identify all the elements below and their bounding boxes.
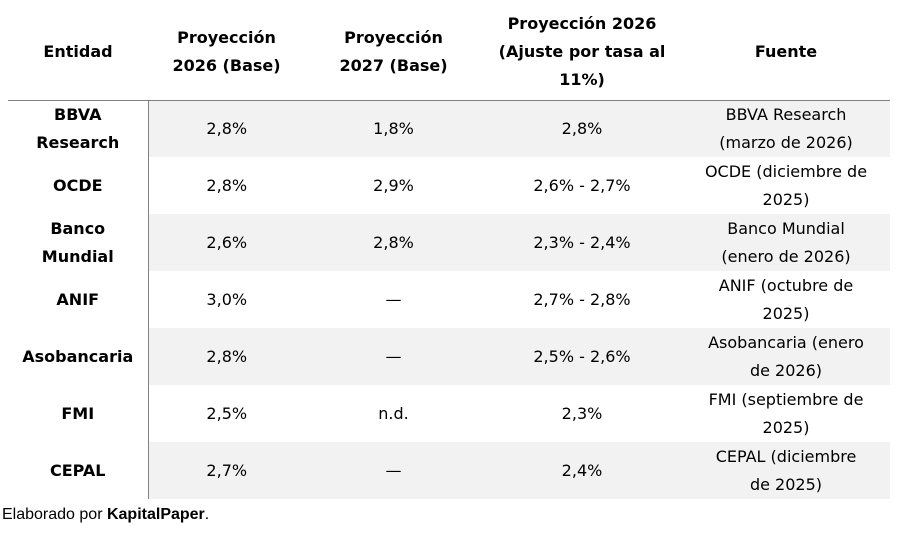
proyeccion-2027-base-cell: — — [385, 289, 402, 309]
proyeccion-2026-base-cell: 2,7% — [148, 442, 305, 499]
proyeccion-2026-base-cell: 2,8% — [148, 328, 305, 385]
fuente-cell: Banco Mundial (enero de 2026) — [682, 214, 890, 271]
entity-cell: OCDE — [8, 157, 149, 214]
fuente-cell: OCDE (diciembre de 2025) — [704, 161, 868, 209]
fuente-cell: ANIF (octubre de 2025) — [718, 275, 854, 323]
fuente-cell: FMI (septiembre de 2025) — [708, 389, 864, 437]
proyeccion-2026-ajuste-cell: 2,4% — [482, 442, 682, 499]
table-header: Entidad Proyección 2026 (Base) Proyecció… — [8, 4, 890, 101]
column-header-entidad: Entidad — [8, 4, 148, 101]
fuente-cell: CEPAL (diciembre de 2025) — [682, 442, 890, 499]
fuente-cell: BBVA Research (marzo de 2026) — [682, 100, 890, 157]
column-header-fuente: Fuente — [682, 4, 890, 101]
credit-line: Elaborado por KapitalPaper. — [2, 504, 908, 526]
header-row: Entidad Proyección 2026 (Base) Proyecció… — [8, 4, 890, 101]
proyeccion-2027-base-cell: 1,8% — [305, 100, 482, 157]
proyeccion-2026-base-cell: 3,0% — [206, 289, 248, 309]
column-header-proyeccion-2026-base: Proyección 2026 (Base) — [148, 4, 305, 101]
table-row: BBVA Research 2,8% 1,8% 2,8% BBVA Resear… — [8, 100, 890, 157]
proyeccion-2026-base-cell: 2,5% — [206, 403, 248, 423]
credit-suffix: . — [204, 506, 210, 523]
entity-cell: ANIF — [8, 271, 149, 328]
table-row: Banco Mundial 2,6% 2,8% 2,3% - 2,4% Banc… — [8, 214, 890, 271]
entity-cell: BBVA Research — [8, 100, 149, 157]
table-body: BBVA Research 2,8% 1,8% 2,8% BBVA Resear… — [8, 100, 890, 499]
proyeccion-2027-base-cell: 2,8% — [305, 214, 482, 271]
proyeccion-2026-base-cell: 2,6% — [148, 214, 305, 271]
proyeccion-2027-base-cell: 2,9% — [373, 175, 414, 195]
column-header-proyeccion-2027-base: Proyección 2027 (Base) — [305, 4, 482, 101]
table-row: CEPAL 2,7% — 2,4% CEPAL (diciembre de 20… — [8, 442, 890, 499]
fuente-cell: Asobancaria (enero de 2026) — [682, 328, 890, 385]
proyeccion-2026-ajuste-cell: 2,5% - 2,6% — [482, 328, 682, 385]
entity-cell: Banco Mundial — [8, 214, 149, 271]
table-row: OCDE 2,8% 2,9% 2,6% - 2,7% OCDE (diciemb… — [8, 157, 890, 214]
entity-cell: CEPAL — [8, 442, 149, 499]
table-row: Asobancaria 2,8% — 2,5% - 2,6% Asobancar… — [8, 328, 890, 385]
proyeccion-2027-base-cell: — — [305, 328, 482, 385]
proyeccion-2026-ajuste-cell: 2,3% - 2,4% — [482, 214, 682, 271]
proyeccion-2026-ajuste-cell: 2,8% — [482, 100, 682, 157]
entity-cell: FMI — [8, 385, 149, 442]
proyeccion-2026-base-cell: 2,8% — [206, 175, 248, 195]
proyeccion-2026-ajuste-cell: 2,6% - 2,7% — [533, 175, 631, 195]
proyeccion-2027-base-cell: — — [305, 442, 482, 499]
column-header-proyeccion-2026-ajuste: Proyección 2026 (Ajuste por tasa al 11%) — [482, 4, 682, 101]
table-row: ANIF 3,0% — 2,7% - 2,8% ANIF (octubre de… — [8, 271, 890, 328]
proyeccion-2026-ajuste-cell: 2,3% — [561, 403, 603, 423]
proyeccion-2026-ajuste-cell: 2,7% - 2,8% — [533, 289, 631, 309]
entity-cell: Asobancaria — [8, 328, 149, 385]
credit-brand: KapitalPaper — [106, 506, 205, 523]
credit-prefix: Elaborado por — [2, 506, 107, 523]
table-row: FMI 2,5% n.d. 2,3% FMI (septiembre de 20… — [8, 385, 890, 442]
projections-table: Entidad Proyección 2026 (Base) Proyecció… — [8, 4, 890, 499]
proyeccion-2026-base-cell: 2,8% — [148, 100, 305, 157]
proyeccion-2027-base-cell: n.d. — [378, 403, 409, 423]
